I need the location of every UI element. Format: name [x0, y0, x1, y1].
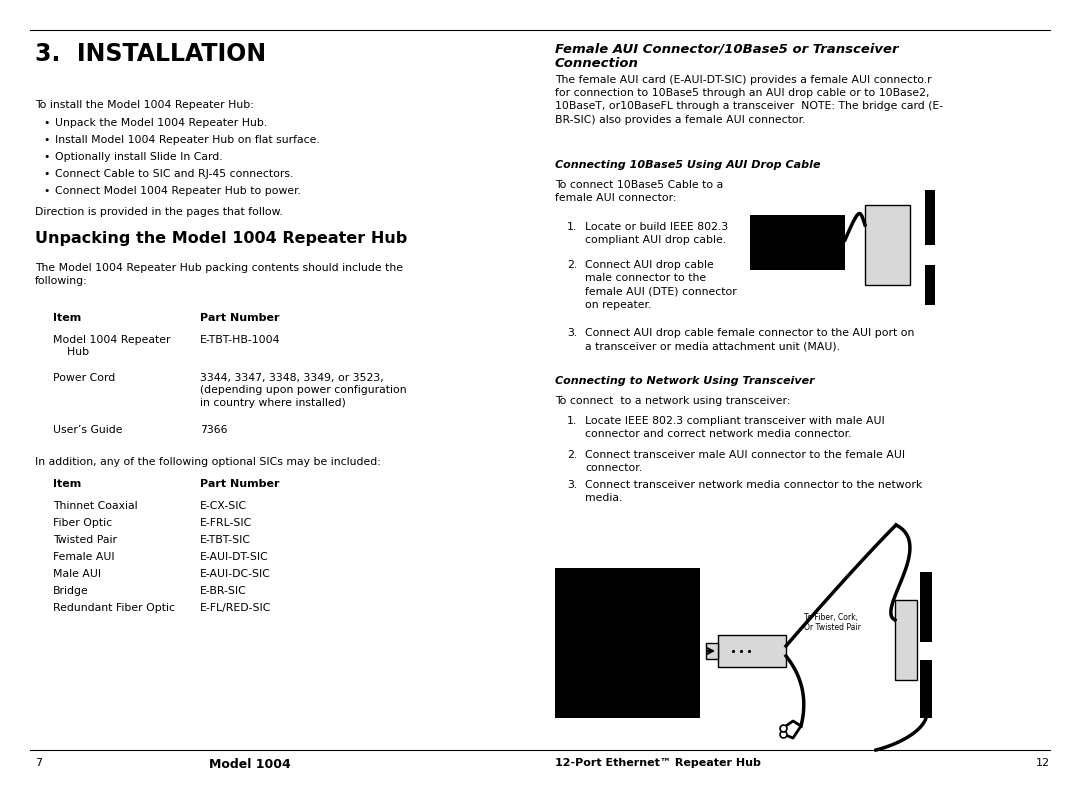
Text: Connect AUI drop cable female connector to the AUI port on
a transceiver or medi: Connect AUI drop cable female connector … [585, 328, 915, 351]
Text: User’s Guide: User’s Guide [53, 425, 122, 435]
Text: E-CX-SIC: E-CX-SIC [200, 501, 247, 511]
Text: In addition, any of the following optional SICs may be included:: In addition, any of the following option… [35, 457, 381, 467]
Text: 3.  INSTALLATION: 3. INSTALLATION [35, 42, 266, 66]
Text: •: • [43, 135, 50, 145]
Text: To Fiber, Cork,
Or Twisted Pair: To Fiber, Cork, Or Twisted Pair [804, 613, 861, 633]
Bar [706, 643, 718, 659]
Bar [895, 600, 917, 680]
Bar [920, 660, 932, 718]
Text: To connect  to a network using transceiver:: To connect to a network using transceive… [555, 396, 791, 406]
Text: 1.: 1. [567, 222, 577, 232]
Text: To connect 10Base5 Cable to a
female AUI connector:: To connect 10Base5 Cable to a female AUI… [555, 180, 724, 203]
Text: E-FRL-SIC: E-FRL-SIC [200, 518, 253, 528]
Text: •: • [43, 169, 50, 179]
Text: •: • [43, 118, 50, 128]
Text: Optionally install Slide In Card.: Optionally install Slide In Card. [55, 152, 222, 162]
Text: Twisted Pair: Twisted Pair [53, 535, 117, 545]
Text: The Model 1004 Repeater Hub packing contents should include the
following:: The Model 1004 Repeater Hub packing cont… [35, 263, 403, 287]
Text: E-AUI-DC-SIC: E-AUI-DC-SIC [200, 569, 271, 579]
Text: Connection: Connection [555, 57, 639, 70]
Text: Fiber Optic: Fiber Optic [53, 518, 112, 528]
Text: Connect Model 1004 Repeater Hub to power.: Connect Model 1004 Repeater Hub to power… [55, 186, 301, 196]
Text: Item: Item [53, 479, 81, 489]
Text: Connect transceiver male AUI connector to the female AUI
connector.: Connect transceiver male AUI connector t… [585, 450, 905, 473]
Text: 2.: 2. [567, 260, 577, 270]
Bar [718, 635, 786, 667]
Bar [920, 572, 932, 642]
Text: •: • [43, 186, 50, 196]
Bar [924, 265, 935, 305]
Text: To install the Model 1004 Repeater Hub:: To install the Model 1004 Repeater Hub: [35, 100, 254, 110]
Text: Install Model 1004 Repeater Hub on flat surface.: Install Model 1004 Repeater Hub on flat … [55, 135, 320, 145]
Text: Connecting 10Base5 Using AUI Drop Cable: Connecting 10Base5 Using AUI Drop Cable [555, 160, 821, 170]
Text: 12: 12 [1036, 758, 1050, 768]
Bar [924, 190, 935, 245]
Text: Female AUI Connector/10Base5 or Transceiver: Female AUI Connector/10Base5 or Transcei… [555, 42, 899, 55]
Text: Unpacking the Model 1004 Repeater Hub: Unpacking the Model 1004 Repeater Hub [35, 231, 407, 246]
Text: Connect Cable to SIC and RJ-45 connectors.: Connect Cable to SIC and RJ-45 connector… [55, 169, 294, 179]
Text: 3344, 3347, 3348, 3349, or 3523,
(depending upon power configuration
in country : 3344, 3347, 3348, 3349, or 3523, (depend… [200, 373, 407, 407]
Text: E-AUI-DT-SIC: E-AUI-DT-SIC [200, 552, 269, 562]
Text: E-BR-SIC: E-BR-SIC [200, 586, 246, 596]
Bar [865, 205, 910, 285]
Text: Female AUI: Female AUI [53, 552, 114, 562]
Text: Connect AUI drop cable
male connector to the
female AUI (DTE) connector
on repea: Connect AUI drop cable male connector to… [585, 260, 737, 309]
Bar [555, 568, 700, 718]
Text: 2.: 2. [567, 450, 577, 460]
Text: 3.: 3. [567, 480, 577, 490]
Text: Item: Item [53, 313, 81, 323]
Text: E-TBT-HB-1004: E-TBT-HB-1004 [200, 335, 281, 345]
Text: Connect transceiver network media connector to the network
media.: Connect transceiver network media connec… [585, 480, 922, 503]
Text: 7: 7 [35, 758, 42, 768]
Text: 1.: 1. [567, 416, 577, 426]
Bar [750, 215, 845, 270]
Text: Locate or build IEEE 802.3
compliant AUI drop cable.: Locate or build IEEE 802.3 compliant AUI… [585, 222, 728, 245]
Text: E-TBT-SIC: E-TBT-SIC [200, 535, 251, 545]
Text: Connecting to Network Using Transceiver: Connecting to Network Using Transceiver [555, 376, 814, 386]
Text: Part Number: Part Number [200, 313, 280, 323]
Text: Model 1004: Model 1004 [210, 758, 291, 771]
Text: Unpack the Model 1004 Repeater Hub.: Unpack the Model 1004 Repeater Hub. [55, 118, 267, 128]
Text: Bridge: Bridge [53, 586, 89, 596]
Text: Power Cord: Power Cord [53, 373, 116, 383]
Text: The female AUI card (E-AUI-DT-SIC) provides a female AUI connecto.r
for connecti: The female AUI card (E-AUI-DT-SIC) provi… [555, 75, 943, 125]
Text: Model 1004 Repeater
    Hub: Model 1004 Repeater Hub [53, 335, 171, 357]
Text: Locate IEEE 802.3 compliant transceiver with male AUI
connector and correct netw: Locate IEEE 802.3 compliant transceiver … [585, 416, 885, 439]
Text: Part Number: Part Number [200, 479, 280, 489]
Text: Redundant Fiber Optic: Redundant Fiber Optic [53, 603, 175, 613]
Text: Direction is provided in the pages that follow.: Direction is provided in the pages that … [35, 207, 283, 217]
Text: 7366: 7366 [200, 425, 228, 435]
Text: 12-Port Ethernet™ Repeater Hub: 12-Port Ethernet™ Repeater Hub [555, 758, 761, 768]
Text: •: • [43, 152, 50, 162]
Text: Thinnet Coaxial: Thinnet Coaxial [53, 501, 137, 511]
Text: E-FL/RED-SIC: E-FL/RED-SIC [200, 603, 271, 613]
Text: Male AUI: Male AUI [53, 569, 102, 579]
Text: 3.: 3. [567, 328, 577, 338]
